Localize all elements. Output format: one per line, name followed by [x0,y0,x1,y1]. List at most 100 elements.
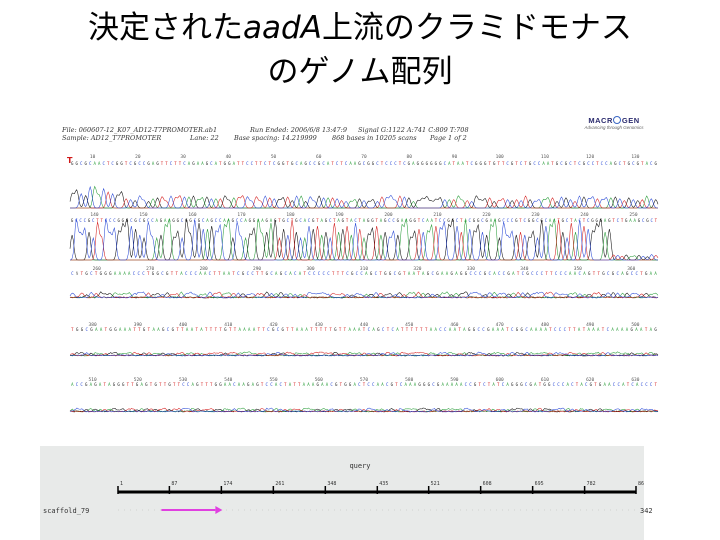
base-call: G [291,161,294,166]
base-call: T [105,327,108,332]
base-call: G [166,271,169,276]
base-call: A [404,382,407,387]
base-call: T [379,271,382,276]
position-tick-190: 190 [335,212,343,218]
position-tick-200: 200 [384,212,392,218]
base-call: A [650,271,653,276]
base-call: C [541,271,544,276]
base-call: A [650,327,653,332]
base-call: T [104,382,107,387]
base-call: G [344,382,347,387]
base-call: G [409,218,412,223]
base-call: C [479,271,482,276]
base-call: C [151,218,154,223]
base-call: C [439,218,442,223]
base-call: T [329,327,332,332]
base-call: A [567,382,570,387]
base-call: G [113,382,116,387]
position-tick-20: 20 [135,154,141,160]
base-call: C [102,161,105,166]
position-tick-430: 430 [315,322,323,328]
base-call: C [645,382,648,387]
base-call: A [422,271,425,276]
base-call: C [587,161,590,166]
base-call: G [177,218,180,223]
position-tick-440: 440 [360,322,368,328]
base-call: C [578,161,581,166]
trace-T-row-5 [69,407,659,413]
base-call: A [492,327,495,332]
base-call: G [435,161,438,166]
base-call: C [478,327,481,332]
base-call: C [619,161,622,166]
position-tick-500: 500 [631,322,639,328]
base-call: T [96,218,99,223]
base-call: G [88,218,91,223]
base-call: T [517,271,520,276]
base-call: A [622,382,625,387]
axis-tick-label-782: 782 [587,481,596,487]
base-call: T [107,161,110,166]
base-call: C [641,382,644,387]
base-call: T [458,327,461,332]
base-call: C [251,271,254,276]
base-call: G [210,218,213,223]
base-call: C [502,218,505,223]
base-call: A [244,218,247,223]
base-call: T [420,327,423,332]
base-call: A [587,327,590,332]
base-call: C [553,382,556,387]
base-call: G [590,382,593,387]
base-call: G [172,327,175,332]
base-call: T [332,271,335,276]
base-call: C [386,382,389,387]
base-call: G [282,327,285,332]
base-call: G [485,218,488,223]
base-call: G [493,161,496,166]
base-call: C [251,161,254,166]
base-call: T [164,382,167,387]
base-call: T [242,161,245,166]
position-tick-100: 100 [496,154,504,160]
base-call: A [215,161,218,166]
base-call: C [161,271,164,276]
base-call: G [520,382,523,387]
query-label: query [349,462,371,470]
base-call: C [363,161,366,166]
base-call: A [186,327,189,332]
base-call: T [460,218,463,223]
base-call: C [322,161,325,166]
axis-tick-label-261: 261 [275,481,284,487]
base-call: A [462,161,465,166]
base-call: C [503,271,506,276]
position-tick-410: 410 [224,322,232,328]
base-call: G [335,382,338,387]
base-call: T [375,218,378,223]
trace-C-row-1 [70,185,659,209]
base-call: G [389,271,392,276]
base-call: G [122,218,125,223]
position-tick-70: 70 [361,154,367,160]
base-call: T [219,161,222,166]
base-call: A [463,327,466,332]
position-tick-110: 110 [541,154,549,160]
base-call: A [197,161,200,166]
base-call: C [524,218,527,223]
base-call: A [646,161,649,166]
base-call: A [99,382,102,387]
base-call: C [631,382,634,387]
base-call: A [506,382,509,387]
base-call: G [468,327,471,332]
base-call: C [330,382,333,387]
base-call: T [401,327,404,332]
base-call: T [284,382,287,387]
position-tick-610: 610 [541,377,549,383]
title-gene-name: aadA [243,10,322,46]
base-call: A [199,271,202,276]
base-call: C [209,271,212,276]
base-call: G [117,382,120,387]
base-call: C [329,218,332,223]
base-call: C [382,327,385,332]
base-call: T [173,382,176,387]
base-call: T [549,327,552,332]
